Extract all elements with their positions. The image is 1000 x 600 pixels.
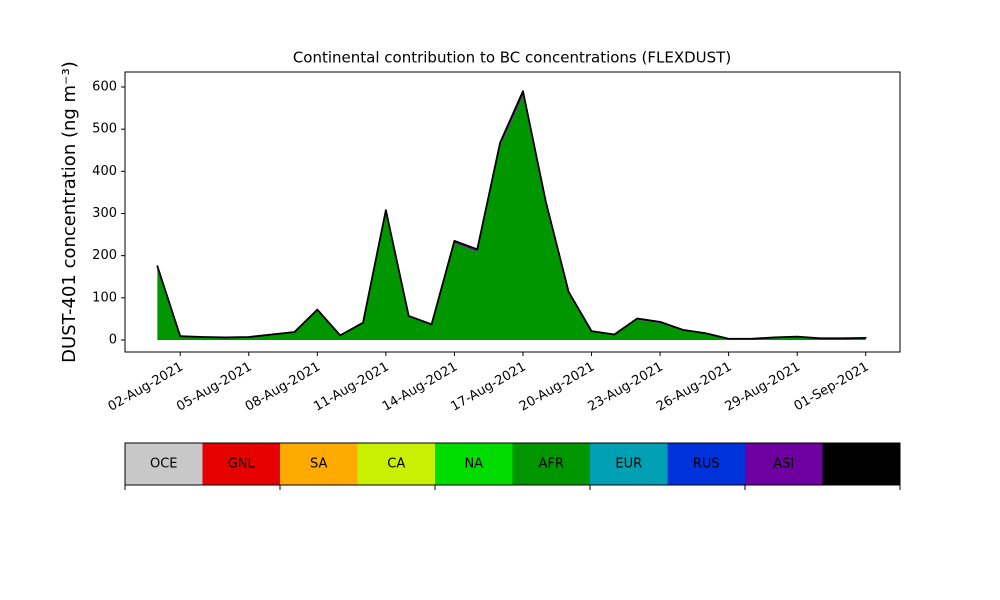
colorbar-label: CA (387, 457, 405, 472)
colorbar-label: AUS (848, 457, 875, 472)
colorbar-ticks (124, 485, 901, 490)
colorbar-swatch (745, 443, 823, 485)
colorbar-label: AFR (539, 457, 564, 472)
y-tick-label: 300 (92, 206, 117, 221)
y-tick-label: 500 (92, 122, 117, 137)
y-tick-label: 0 (109, 332, 117, 347)
colorbar-swatch (280, 443, 358, 485)
colorbar-frame (124, 442, 901, 486)
plot-frame (124, 71, 901, 353)
colorbar-label: NA (464, 457, 483, 472)
colorbar-swatch (125, 443, 203, 485)
area-afr (157, 95, 866, 340)
colorbar-swatch (667, 443, 745, 485)
y-tick-label: 200 (92, 248, 117, 263)
chart-title: Continental contribution to BC concentra… (293, 49, 731, 67)
colorbar-label: RUS (693, 457, 720, 472)
y-tick-label: 400 (92, 164, 117, 179)
y-axis-label: DUST-401 concentration (ng m⁻³) (59, 61, 80, 363)
colorbar-label: ASI (773, 457, 794, 472)
y-tick-label: 100 (92, 290, 117, 305)
colorbar-label: EUR (615, 457, 642, 472)
colorbar-label: GNL (228, 457, 256, 472)
colorbar-swatch (202, 443, 280, 485)
y-tick-label: 600 (92, 80, 117, 95)
colorbar-label: OCE (150, 457, 178, 472)
colorbar-swatch (435, 443, 513, 485)
area-aus (156, 90, 867, 340)
colorbar-label: SA (310, 457, 327, 472)
colorbar-swatch (512, 443, 590, 485)
colorbar-swatch (357, 443, 435, 485)
colorbar-swatch (822, 443, 900, 485)
colorbar-swatch (590, 443, 668, 485)
